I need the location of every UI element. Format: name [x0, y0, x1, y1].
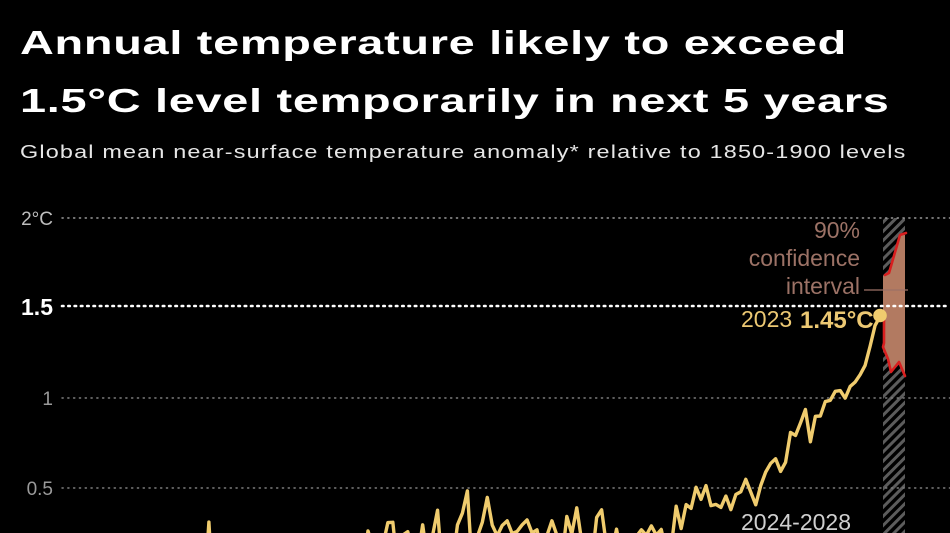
- svg-text:1.45°C: 1.45°C: [800, 307, 874, 334]
- svg-text:2024-2028: 2024-2028: [741, 509, 851, 533]
- svg-text:1: 1: [42, 389, 53, 410]
- svg-text:1.5: 1.5: [21, 294, 53, 320]
- svg-text:0.5: 0.5: [27, 479, 53, 500]
- svg-text:2023: 2023: [741, 306, 792, 332]
- svg-text:90%: 90%: [814, 217, 860, 243]
- svg-text:interval: interval: [786, 273, 860, 299]
- svg-text:confidence: confidence: [749, 245, 860, 271]
- svg-text:2°C: 2°C: [21, 209, 53, 230]
